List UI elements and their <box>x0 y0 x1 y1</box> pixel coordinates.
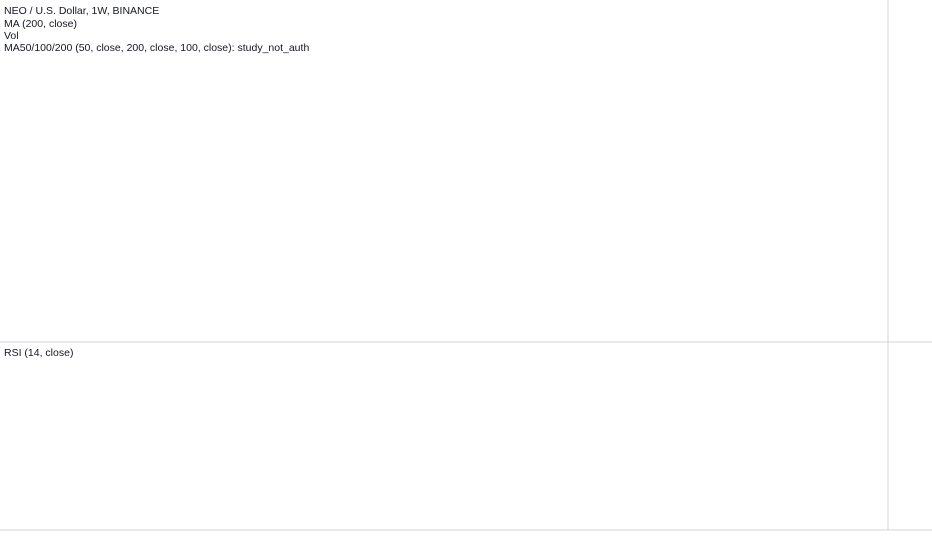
symbol-title: NEO / U.S. Dollar, 1W, BINANCE <box>4 5 159 17</box>
indicator-label: Vol <box>4 30 19 42</box>
rsi-label: RSI (14, close) <box>4 347 73 359</box>
indicator-label: MA (200, close) <box>4 18 77 30</box>
indicator-label: MA50/100/200 (50, close, 200, close, 100… <box>4 42 309 54</box>
